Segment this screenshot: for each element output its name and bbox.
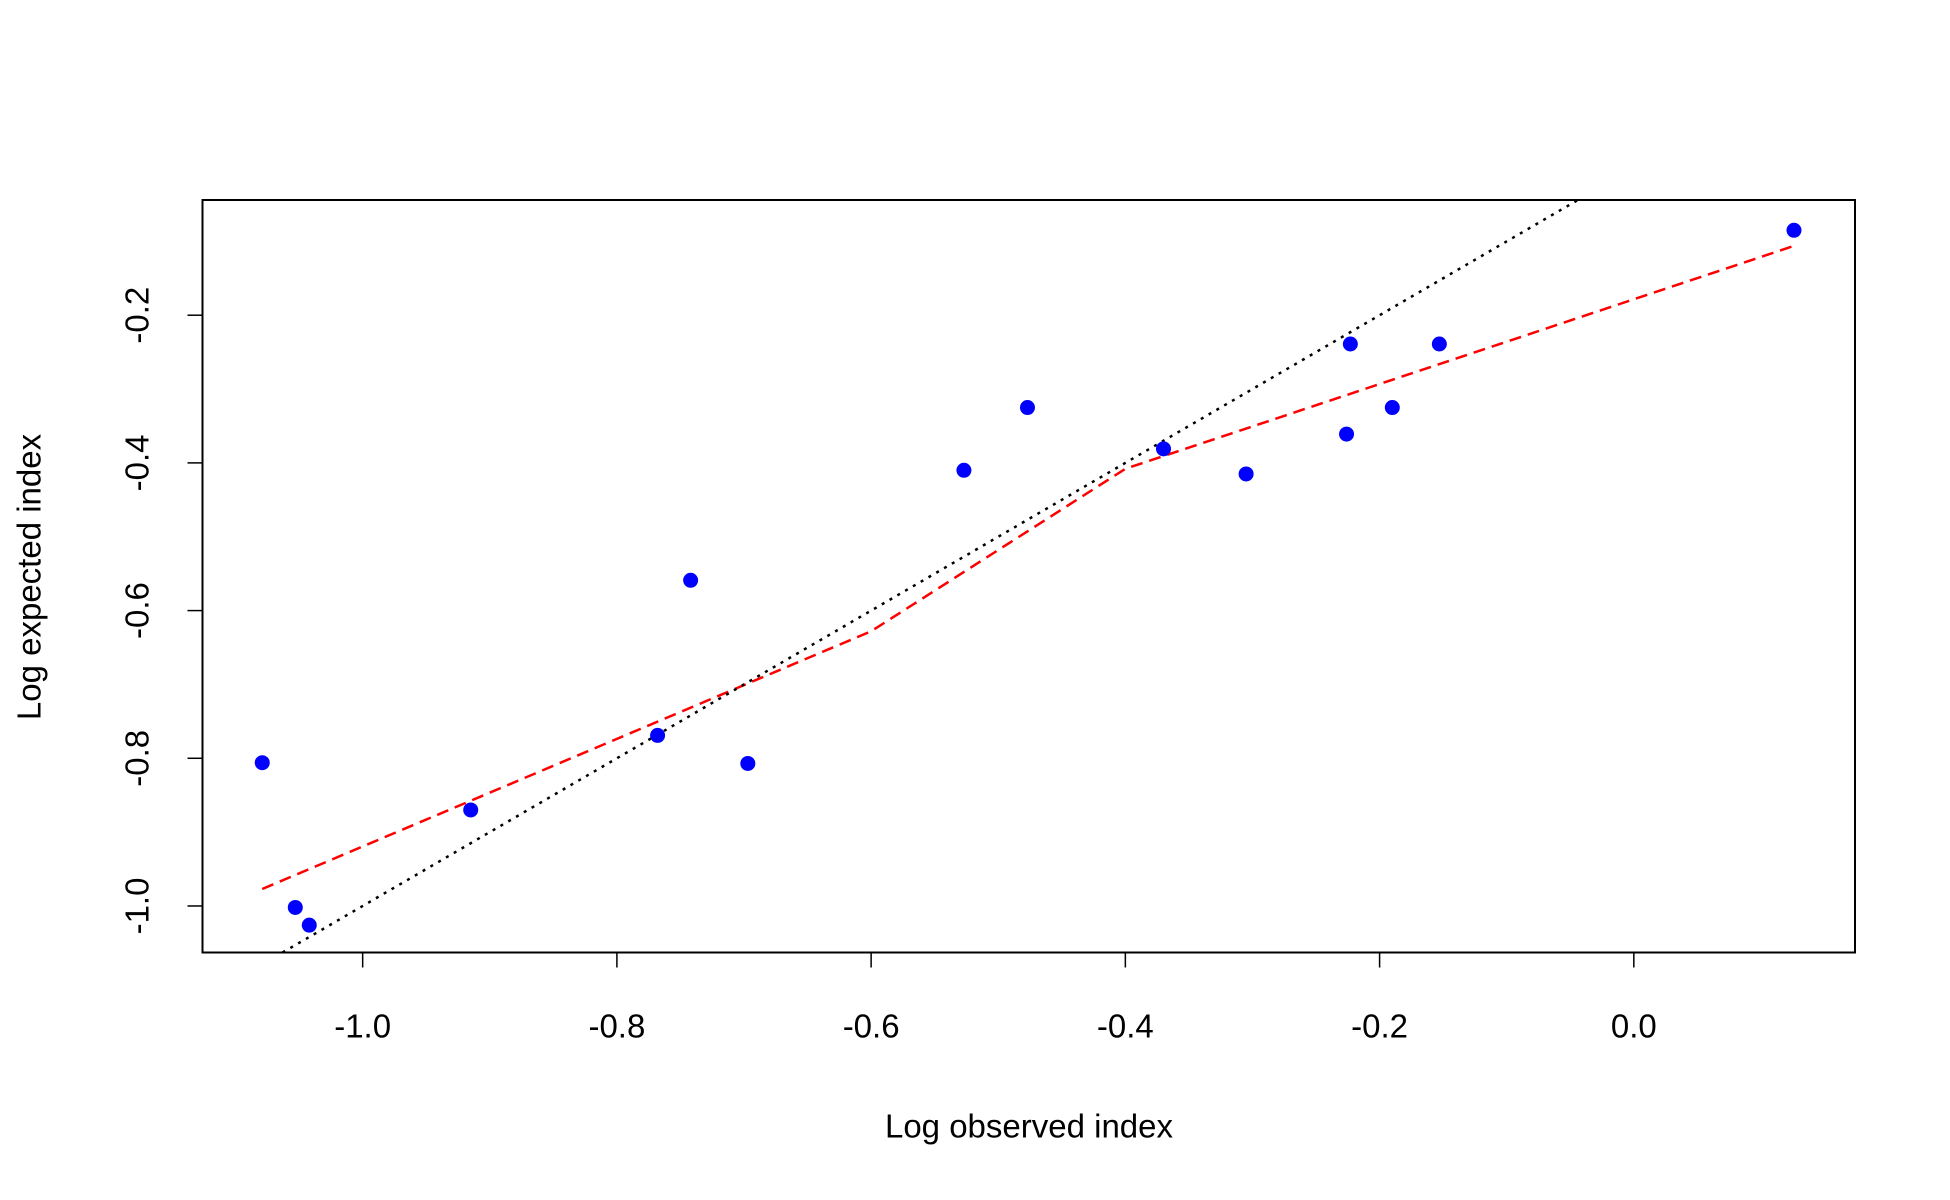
plot-frame <box>201 199 1856 954</box>
point <box>683 572 699 588</box>
x-tick-label: -0.2 <box>1351 1008 1408 1045</box>
point <box>301 917 317 933</box>
point <box>1786 222 1802 238</box>
line <box>281 200 1579 953</box>
x-tick-label: -0.4 <box>1097 1008 1154 1045</box>
point <box>254 755 270 771</box>
x-tick-label: -1.0 <box>334 1008 391 1045</box>
point <box>463 802 479 818</box>
y-tick-label: -0.8 <box>119 730 156 787</box>
point <box>1384 400 1400 416</box>
point <box>1339 426 1355 442</box>
point <box>1238 466 1254 482</box>
x-tick-label: -0.8 <box>588 1008 645 1045</box>
point <box>1155 441 1171 457</box>
x-axis-label: Log observed index <box>885 1108 1174 1145</box>
point <box>956 462 972 478</box>
y-tick-label: -0.4 <box>119 434 156 491</box>
x-tick-label: 0.0 <box>1611 1008 1657 1045</box>
point <box>740 755 756 771</box>
point <box>1342 336 1358 352</box>
x-tick-label: -0.6 <box>843 1008 900 1045</box>
y-tick-label: -1.0 <box>119 878 156 935</box>
y-tick-label: -0.6 <box>119 582 156 639</box>
point <box>650 727 666 743</box>
y-axis-label: Log expected index <box>11 433 48 720</box>
point <box>1019 400 1035 416</box>
point <box>287 899 303 915</box>
y-tick-label: -0.2 <box>119 287 156 344</box>
line <box>261 243 1797 891</box>
point <box>1431 336 1447 352</box>
plot-area <box>254 200 1802 953</box>
